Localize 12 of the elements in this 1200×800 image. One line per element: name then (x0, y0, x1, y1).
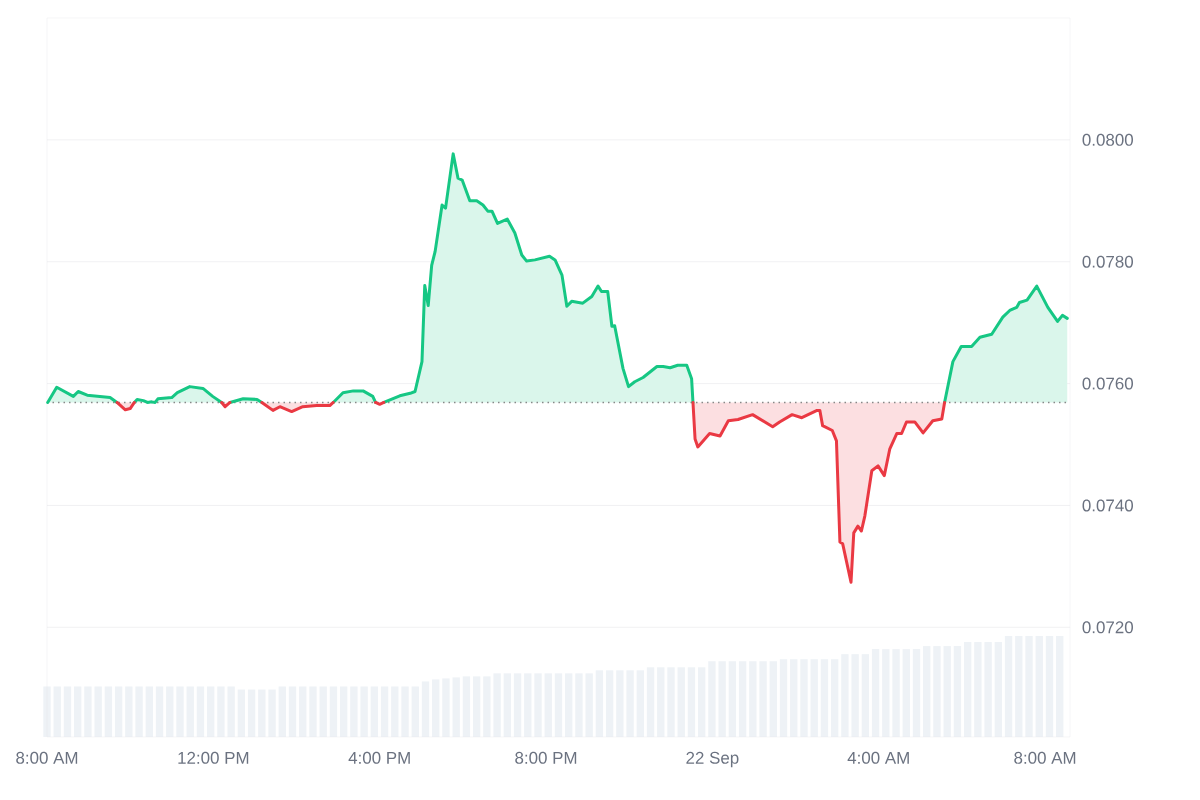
x-tick-label: 8:00 PM (515, 751, 577, 764)
x-tick-label: 22 Sep (686, 751, 739, 768)
y-tick-label: 0.0780 (1082, 255, 1134, 268)
y-tick-label: 0.0720 (1082, 621, 1134, 634)
y-tick-label: 0.0740 (1082, 499, 1134, 512)
y-tick-label: 0.0800 (1082, 133, 1134, 146)
x-tick-label: 8:00 AM (1014, 751, 1076, 764)
x-tick-label: 8:00 AM (16, 751, 78, 764)
x-tick-label: 4:00 PM (348, 751, 410, 764)
x-tick-label: 4:00 AM (847, 751, 909, 764)
x-tick-label: 12:00 PM (178, 751, 249, 764)
y-tick-label: 0.0760 (1082, 377, 1134, 390)
